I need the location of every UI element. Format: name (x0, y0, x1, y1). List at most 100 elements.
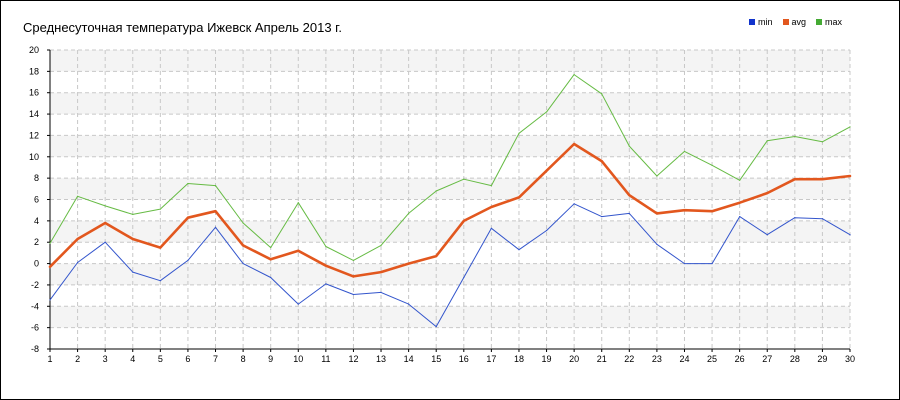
data-point-max (49, 242, 51, 244)
data-point-min (573, 203, 575, 205)
data-point-avg (683, 209, 686, 211)
data-point-avg (408, 262, 410, 265)
data-point-avg (601, 160, 603, 162)
legend-label-avg: avg (791, 17, 807, 27)
data-point-max (104, 205, 106, 207)
x-tick-label: 14 (404, 354, 414, 364)
data-point-min (821, 218, 824, 220)
plot-grid (49, 49, 851, 350)
plot-bands (50, 50, 850, 328)
data-point-min (380, 291, 382, 294)
x-tick-label: 21 (597, 354, 607, 364)
y-tick-label: -2 (31, 280, 39, 290)
x-tick-label: 23 (652, 354, 662, 364)
data-point-max (711, 164, 713, 166)
data-point-max (601, 93, 603, 95)
chart-legend: min avg max (749, 17, 842, 27)
data-point-min (270, 276, 272, 279)
x-tick-label: 2 (75, 354, 80, 364)
data-point-min (739, 215, 741, 218)
data-point-max (573, 73, 575, 76)
plot-band (50, 178, 850, 200)
data-point-avg (545, 170, 548, 172)
data-point-min (104, 241, 106, 243)
data-point-min (242, 262, 244, 265)
data-point-min (849, 234, 851, 236)
data-point-avg (490, 206, 492, 208)
y-tick-label: 20 (29, 45, 39, 55)
data-point-max (325, 245, 327, 248)
data-point-min (187, 259, 189, 261)
data-point-avg (794, 178, 796, 180)
x-tick-label: 11 (321, 354, 330, 364)
plot-band (50, 92, 850, 115)
data-point-min (352, 293, 355, 296)
data-point-avg (76, 238, 79, 240)
data-point-avg (849, 175, 851, 177)
x-tick-label: 3 (103, 354, 108, 364)
x-tick-label: 12 (348, 354, 358, 364)
series-line-min (49, 203, 851, 328)
data-point-max (821, 141, 824, 143)
x-tick-label: 16 (459, 354, 469, 364)
legend-item-avg: avg (782, 17, 807, 27)
data-point-min (435, 325, 437, 328)
data-point-avg (132, 238, 134, 240)
data-point-avg (49, 266, 51, 268)
x-axis-ticks: 1 2 3 4 5 6 7 8 9 10 11 12 13 14 15 16 17 18 19 20 21 22 23 24 2… (47, 349, 855, 364)
data-point-max (297, 202, 299, 204)
chart-title: Среднесуточная температура Ижевск Апрель… (23, 20, 342, 35)
y-tick-label: 0 (34, 259, 39, 269)
x-tick-label: 5 (158, 354, 163, 364)
data-point-min (297, 303, 299, 305)
x-tick-label: 1 (47, 354, 52, 364)
x-tick-label: 17 (486, 354, 496, 364)
data-point-min (628, 212, 630, 214)
y-tick-label: 10 (29, 152, 39, 162)
data-point-max (490, 185, 492, 187)
data-point-max (214, 185, 217, 187)
data-point-min (711, 262, 713, 265)
data-point-max (794, 135, 796, 138)
data-point-min (656, 243, 658, 245)
legend-swatch-max (816, 19, 823, 25)
data-point-avg (821, 178, 824, 180)
x-tick-label: 4 (130, 354, 135, 364)
x-tick-label: 25 (707, 354, 717, 364)
plot-band (50, 263, 850, 285)
x-tick-label: 9 (268, 354, 273, 364)
y-tick-label: -8 (31, 344, 39, 354)
data-point-max (187, 182, 189, 185)
plot-band (50, 306, 850, 328)
data-point-max (242, 222, 244, 224)
data-point-min (518, 249, 520, 251)
y-tick-label: 6 (34, 195, 39, 205)
data-point-max (739, 179, 741, 181)
data-point-min (545, 229, 548, 232)
data-point-avg (380, 271, 382, 273)
y-tick-label: 8 (34, 173, 39, 183)
data-point-max (683, 150, 686, 153)
data-point-max (159, 208, 161, 210)
data-point-avg (766, 192, 768, 194)
x-tick-label: 29 (817, 354, 827, 364)
data-point-min (490, 227, 492, 229)
data-point-max (628, 145, 630, 147)
legend-swatch-min (749, 19, 755, 25)
x-tick-label: 15 (431, 354, 441, 364)
data-point-avg (739, 202, 741, 204)
x-tick-label: 6 (185, 354, 190, 364)
data-point-avg (352, 275, 355, 277)
data-point-avg (187, 217, 189, 219)
y-tick-label: -4 (31, 301, 39, 311)
data-point-max (132, 213, 134, 216)
data-point-avg (573, 143, 575, 145)
data-point-max (76, 195, 79, 197)
data-point-avg (297, 250, 299, 252)
x-tick-label: 8 (241, 354, 246, 364)
x-tick-label: 22 (624, 354, 634, 364)
series-line-avg (48, 142, 852, 278)
